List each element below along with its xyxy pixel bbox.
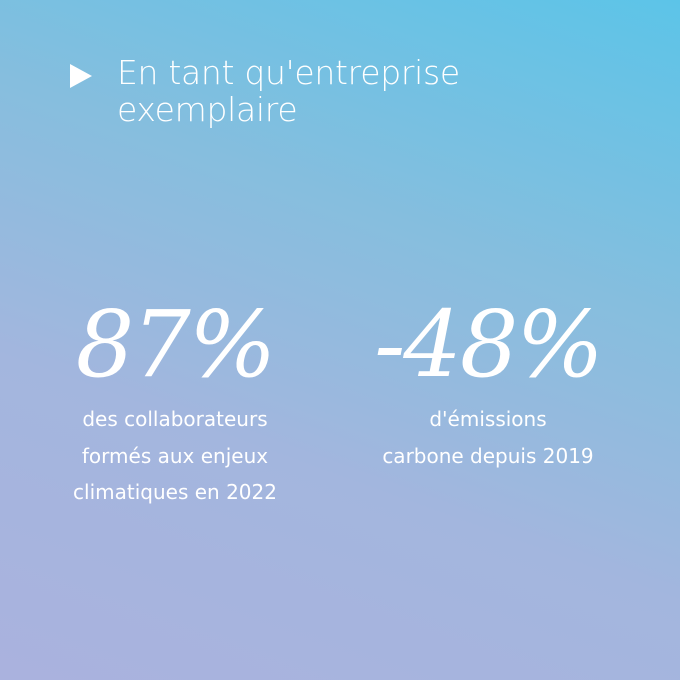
description-line: d'émissions — [429, 407, 547, 431]
stat: 87% des collaborateurs formés aux enjeux cl… — [25, 285, 325, 511]
stat-description: des collaborateurs formés aux enjeux clima… — [25, 401, 325, 511]
stat-figure: 87% — [75, 291, 276, 398]
description-line: des collaborateurs — [82, 407, 268, 431]
description-line: carbone depuis 2019 — [382, 443, 594, 468]
title-line: exemplaire — [117, 90, 298, 129]
stat: -48% d'émissions carbone depuis 2019 — [338, 285, 638, 474]
stat-description: d'émissions carbone depuis 2019 — [338, 401, 638, 474]
title: En tant qu'entreprise exemplaire — [117, 54, 460, 128]
description-line: climatiques en 2022 — [73, 480, 277, 504]
title-line: En tant qu'entreprise — [117, 53, 460, 92]
stat-figure: -48% — [374, 291, 604, 398]
bullet-triangle — [70, 64, 92, 88]
description-line: formés aux enjeux — [81, 443, 269, 468]
